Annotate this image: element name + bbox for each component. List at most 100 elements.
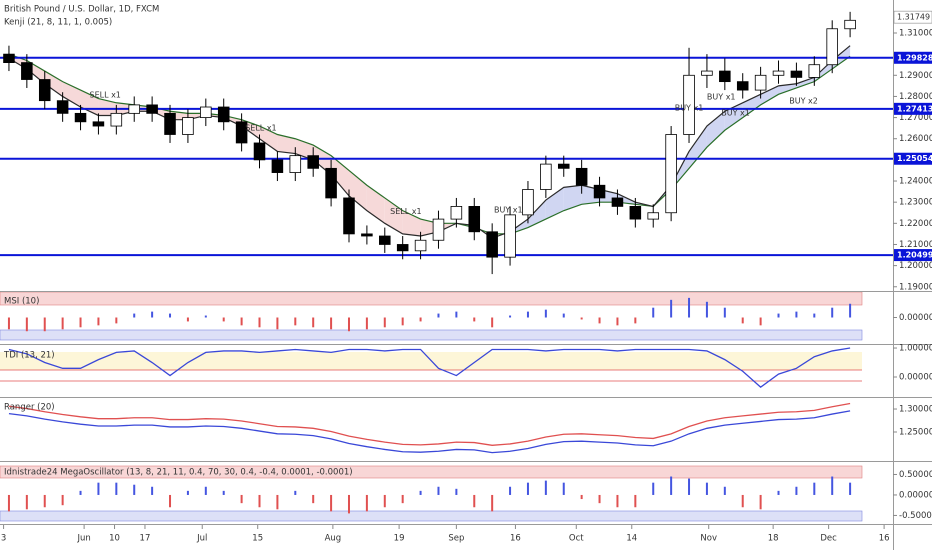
histogram-bar bbox=[61, 494, 64, 506]
kenji-band bbox=[742, 94, 761, 118]
level-label: 1.29828 bbox=[897, 53, 932, 62]
histogram-bar bbox=[616, 494, 619, 508]
histogram-bar bbox=[795, 486, 798, 495]
signal-label: BUY x1 bbox=[494, 205, 523, 214]
histogram-bar bbox=[759, 317, 762, 326]
histogram-bar bbox=[151, 486, 154, 495]
signal-label: BUY x2 bbox=[789, 97, 818, 106]
histogram-bar bbox=[705, 482, 708, 495]
candle-body bbox=[647, 212, 660, 220]
x-tick-label: 16 bbox=[879, 534, 890, 544]
level-label-box bbox=[894, 249, 932, 262]
candle-body bbox=[844, 19, 856, 30]
candle-body bbox=[808, 64, 821, 78]
kenji-band bbox=[331, 155, 349, 196]
histogram-bar bbox=[777, 313, 780, 318]
y-tick-label: 1.19000 bbox=[899, 282, 932, 292]
level-label-box bbox=[894, 51, 932, 64]
signal-label: BUY x1 bbox=[707, 93, 736, 102]
pane-title: TDI (13, 21) bbox=[3, 351, 55, 361]
y-tick-label: 1.24000 bbox=[899, 177, 932, 187]
histogram-bar bbox=[491, 317, 494, 328]
histogram-bar bbox=[383, 494, 386, 508]
candle-body bbox=[486, 231, 498, 258]
candle-body bbox=[92, 121, 105, 127]
histogram-bar bbox=[598, 317, 601, 324]
histogram-bar bbox=[186, 317, 189, 322]
candle-body bbox=[307, 155, 319, 169]
y-tick-label: 1.29000 bbox=[899, 71, 932, 81]
x-tick-label: Aug bbox=[325, 534, 342, 544]
candle-body bbox=[772, 70, 785, 76]
histogram-bar bbox=[222, 317, 225, 322]
pane-title: Ranger (20) bbox=[4, 403, 55, 413]
candle-body bbox=[253, 142, 266, 161]
histogram-bar bbox=[795, 311, 798, 318]
histogram-bar bbox=[97, 482, 100, 495]
histogram-bar bbox=[115, 482, 118, 495]
histogram-bar bbox=[831, 307, 834, 318]
histogram-bar bbox=[169, 494, 172, 508]
histogram-bar bbox=[25, 317, 28, 332]
kenji-band bbox=[796, 77, 815, 88]
indicator-line bbox=[8, 347, 851, 388]
histogram-bar bbox=[258, 494, 261, 508]
histogram-bar bbox=[562, 313, 565, 318]
y-tick-label: 1.00000 bbox=[899, 344, 932, 354]
kenji-band bbox=[98, 98, 117, 116]
signal-label: BUY x1 bbox=[721, 108, 750, 117]
x-tick-label: 14 bbox=[626, 534, 637, 544]
kenji-band bbox=[563, 185, 582, 211]
histogram-bar bbox=[97, 317, 100, 326]
histogram-bar bbox=[25, 494, 28, 510]
candle-body bbox=[790, 70, 803, 78]
candle-body bbox=[182, 117, 194, 135]
candle-body bbox=[74, 112, 87, 123]
histogram-bar bbox=[7, 494, 10, 512]
histogram-bar bbox=[634, 317, 637, 324]
histogram-bar bbox=[688, 297, 691, 318]
candle-body bbox=[361, 233, 373, 237]
kenji-band bbox=[277, 134, 296, 154]
histogram-bar bbox=[562, 482, 565, 495]
candle-body bbox=[557, 163, 570, 169]
candle-body bbox=[719, 70, 731, 83]
candle-body bbox=[289, 155, 302, 173]
indicator-line bbox=[8, 410, 851, 454]
histogram-bar bbox=[652, 307, 655, 318]
candle-body bbox=[826, 28, 838, 66]
y-tick-label: 0.50000 bbox=[899, 470, 932, 480]
histogram-bar bbox=[634, 494, 637, 508]
signal-label: SELL x1 bbox=[390, 207, 421, 216]
x-tick-label: 16 bbox=[510, 534, 521, 544]
histogram-bar bbox=[276, 494, 279, 510]
histogram-bar bbox=[79, 317, 82, 328]
x-tick-label: 18 bbox=[768, 534, 779, 544]
level-label: 1.27413 bbox=[897, 104, 932, 113]
histogram-bar bbox=[705, 301, 708, 318]
candle-body bbox=[736, 81, 749, 91]
histogram-bar bbox=[365, 494, 368, 512]
indicator-label: Kenji (21, 8, 11, 1, 0.005) bbox=[4, 18, 112, 28]
candle-body bbox=[468, 206, 481, 233]
osc-upper-zone bbox=[0, 465, 863, 479]
histogram-bar bbox=[741, 494, 744, 508]
histogram-bar bbox=[652, 482, 655, 495]
candle-body bbox=[21, 62, 33, 80]
kenji-band bbox=[44, 71, 63, 97]
histogram-bar bbox=[831, 476, 834, 495]
histogram-bar bbox=[473, 317, 476, 322]
kenji-band bbox=[313, 145, 332, 175]
y-tick-label: 0.00000 bbox=[899, 373, 932, 383]
histogram-bar bbox=[276, 317, 279, 330]
kenji-band bbox=[384, 197, 403, 234]
candle-body bbox=[593, 184, 606, 199]
candle-body bbox=[325, 167, 337, 199]
histogram-bar bbox=[777, 490, 780, 495]
histogram-bar bbox=[723, 307, 726, 318]
signal-label: SELL x1 bbox=[89, 90, 120, 99]
histogram-bar bbox=[204, 315, 207, 318]
candle-body bbox=[540, 163, 552, 190]
